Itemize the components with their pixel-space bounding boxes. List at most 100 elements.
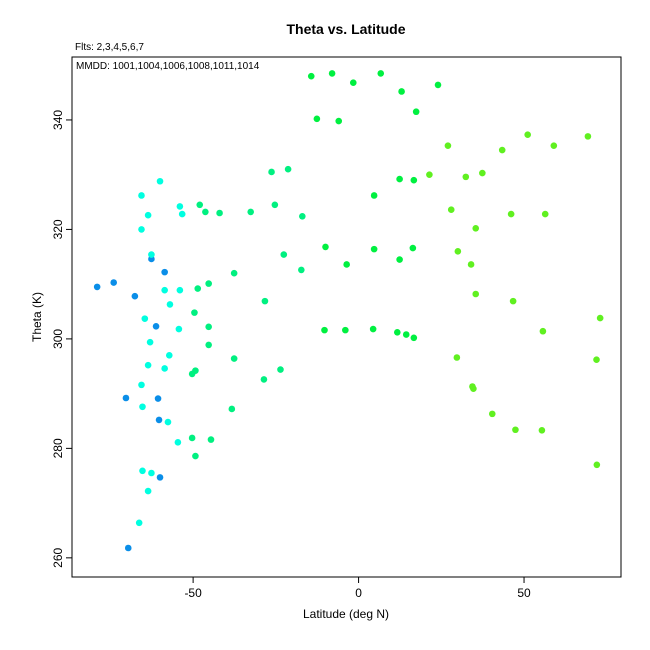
data-point	[393, 329, 401, 336]
data-point	[155, 416, 163, 424]
data-point	[550, 142, 558, 149]
data-point	[230, 355, 238, 362]
data-point	[593, 461, 601, 469]
data-point	[313, 115, 321, 123]
data-point	[370, 245, 378, 253]
data-point	[196, 201, 204, 209]
y-tick-label: 320	[51, 219, 65, 239]
data-point	[205, 323, 212, 331]
data-point	[280, 251, 288, 258]
data-point	[174, 439, 182, 446]
data-point	[144, 211, 152, 219]
data-point	[377, 70, 385, 77]
data-point	[539, 327, 547, 335]
data-point	[409, 244, 417, 252]
data-point	[131, 292, 139, 300]
data-point	[410, 176, 418, 184]
data-point	[144, 361, 152, 369]
data-point	[164, 418, 172, 426]
data-point	[541, 210, 549, 218]
data-point	[141, 315, 149, 322]
data-point	[176, 286, 184, 294]
data-point	[472, 225, 480, 232]
y-tick-label: 280	[51, 438, 65, 458]
data-point	[396, 175, 403, 183]
dates-annotation: MMDD: 1001,1004,1006,1008,1011,1014	[76, 61, 260, 72]
y-tick-label: 260	[51, 548, 65, 568]
data-point	[148, 469, 155, 477]
data-point	[396, 256, 403, 263]
data-point	[470, 385, 477, 393]
data-point	[194, 285, 202, 292]
data-point	[335, 117, 343, 125]
chart-title: Theta vs. Latitude	[286, 21, 405, 37]
data-point	[161, 268, 168, 276]
data-point	[426, 171, 433, 178]
data-point	[454, 248, 462, 255]
data-point	[148, 251, 155, 258]
data-point	[146, 338, 154, 346]
data-point	[175, 325, 183, 333]
data-point	[410, 334, 418, 342]
data-point	[369, 325, 377, 333]
data-point	[154, 395, 162, 402]
data-point	[135, 519, 143, 527]
plot-frame	[71, 56, 622, 578]
y-tick-label: 300	[51, 329, 65, 349]
data-point	[434, 81, 442, 89]
data-point	[498, 146, 506, 154]
data-point	[138, 226, 145, 233]
data-point	[260, 376, 268, 383]
data-point	[299, 212, 306, 220]
x-axis-label: Latitude (deg N)	[303, 607, 389, 621]
data-point	[524, 131, 531, 139]
data-point	[161, 365, 168, 372]
data-point	[271, 201, 279, 209]
data-point	[453, 354, 461, 361]
data-point	[479, 169, 486, 177]
data-point	[247, 208, 254, 216]
data-point	[202, 208, 209, 216]
data-point	[230, 269, 238, 277]
data-point	[538, 427, 546, 434]
data-point	[462, 173, 470, 181]
data-point	[467, 261, 475, 268]
data-point	[139, 467, 146, 475]
data-point	[349, 79, 357, 87]
data-point	[277, 366, 284, 373]
data-point	[596, 314, 604, 322]
data-point	[298, 266, 305, 274]
data-point	[444, 142, 452, 149]
data-point	[139, 403, 146, 411]
x-tick-label: -50	[184, 586, 202, 600]
data-point	[370, 192, 378, 199]
data-point	[138, 381, 145, 389]
data-point	[124, 544, 132, 552]
data-point	[165, 352, 173, 359]
data-point	[472, 290, 480, 298]
data-point	[342, 326, 349, 334]
data-point	[191, 309, 198, 316]
data-point	[207, 436, 215, 443]
data-point	[176, 203, 184, 210]
data-point	[138, 192, 145, 199]
data-point	[322, 243, 329, 251]
data-point	[447, 206, 455, 214]
data-point	[93, 283, 101, 291]
x-axis-ticks: -50 0 50	[184, 577, 531, 600]
data-point	[261, 297, 269, 305]
data-point	[228, 405, 236, 413]
data-points	[93, 70, 604, 552]
y-tick-label: 340	[51, 110, 65, 130]
data-point	[192, 452, 199, 460]
data-point	[488, 410, 496, 418]
data-point	[161, 286, 168, 294]
data-point	[284, 165, 292, 173]
data-point	[188, 370, 196, 378]
data-point	[144, 487, 152, 495]
data-point	[110, 279, 117, 286]
data-point	[398, 88, 405, 95]
data-point	[156, 474, 164, 481]
data-point	[205, 341, 212, 349]
